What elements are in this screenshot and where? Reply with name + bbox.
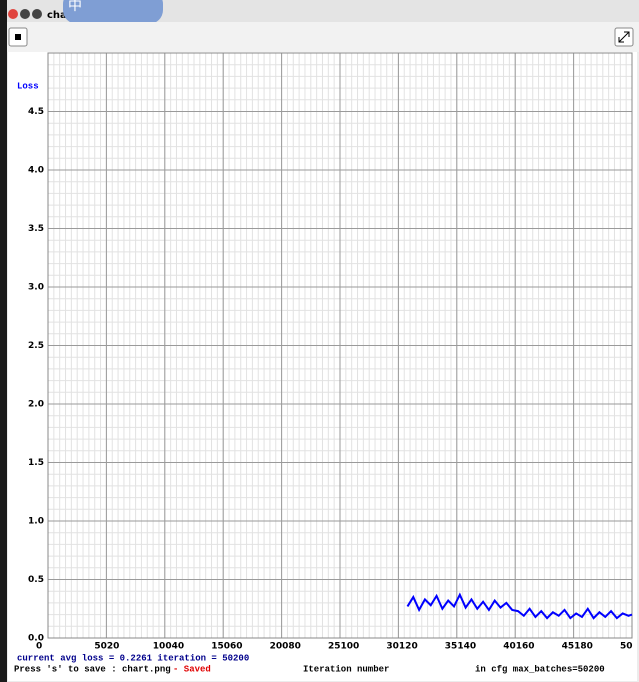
- y-tick-label: 4.5: [28, 107, 44, 117]
- x-tick-label: 10040: [153, 642, 184, 652]
- x-tick-label: 30120: [386, 642, 417, 652]
- zoom-icon: [15, 34, 21, 40]
- title-bar: [7, 0, 639, 22]
- status-text: current avg loss = 0.2261 iteration = 50…: [17, 653, 249, 663]
- y-tick-label: 3.0: [28, 283, 44, 293]
- minimize-button[interactable]: [20, 9, 30, 19]
- y-tick-label: 3.5: [28, 224, 44, 234]
- x-tick-label: 20080: [270, 642, 301, 652]
- save-hint: Press 's' to save : chart.png: [14, 664, 171, 674]
- max-batches-note: in cfg max_batches=50200: [475, 664, 605, 674]
- y-tick-label: 4.0: [28, 166, 44, 176]
- close-button[interactable]: [8, 9, 18, 19]
- y-tick-label: 0.0: [28, 634, 44, 644]
- plot-border: [47, 52, 633, 639]
- y-axis-label: Loss: [17, 81, 39, 91]
- x-tick-label: 40160: [503, 642, 534, 652]
- fullscreen-icon: [618, 31, 630, 43]
- x-tick-label: 25100: [328, 642, 359, 652]
- ime-label: 中: [68, 0, 82, 14]
- save-state: - Saved: [173, 664, 211, 674]
- x-tick-label: 5020: [94, 642, 119, 652]
- x-axis-label: Iteration number: [303, 664, 389, 674]
- plot: 0 5020 10040 15060 20080 25100 30120 35140 40160…: [28, 52, 633, 652]
- x-tick-label: 35140: [445, 642, 476, 652]
- y-tick-label: 0.5: [28, 575, 44, 585]
- y-tick-label: 1.5: [28, 458, 44, 468]
- y-tick-label: 1.0: [28, 517, 44, 527]
- toolbar: [7, 22, 639, 52]
- x-tick-label: 15060: [211, 642, 242, 652]
- loss-line: [406, 592, 633, 620]
- ime-toolbar[interactable]: [63, 0, 163, 24]
- window-title: char: [47, 10, 72, 21]
- maximize-button[interactable]: [32, 9, 42, 19]
- y-tick-label: 2.0: [28, 400, 44, 410]
- x-tick-label: 45180: [562, 642, 593, 652]
- x-tick-label: 0: [36, 642, 42, 652]
- x-tick-label: 50: [620, 642, 633, 652]
- y-tick-label: 2.5: [28, 341, 44, 351]
